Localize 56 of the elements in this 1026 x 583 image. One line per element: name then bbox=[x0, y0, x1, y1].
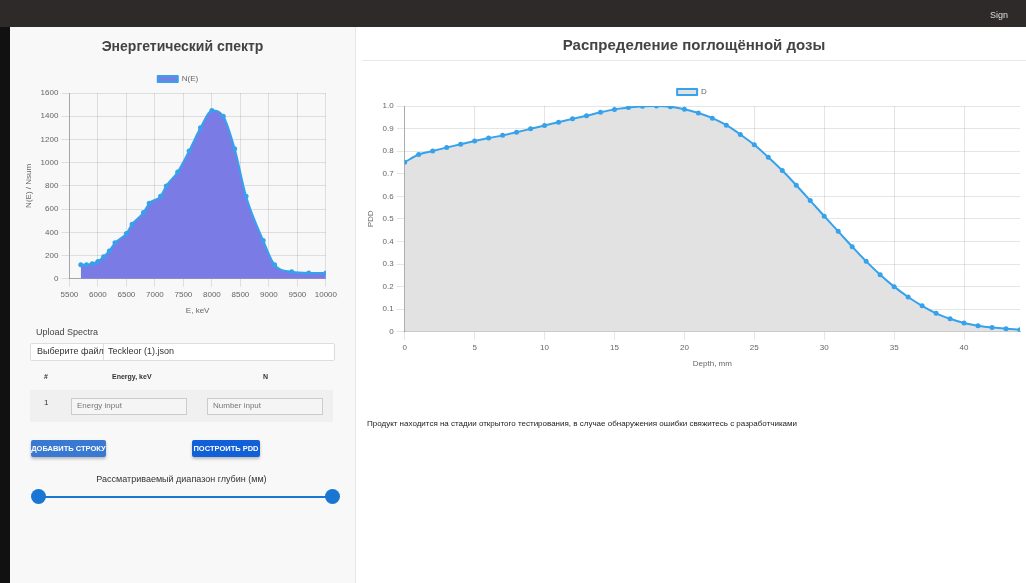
text: Number input bbox=[213, 401, 262, 410]
x-tick-label: 7500 bbox=[174, 289, 193, 299]
legend-label: D bbox=[701, 87, 708, 97]
legend-label: N(E) bbox=[181, 74, 199, 84]
y-tick-label: 200 bbox=[45, 250, 59, 260]
text: Energy input bbox=[77, 401, 122, 410]
y-tick-label: 0.6 bbox=[382, 191, 395, 201]
y-tick-label: 0.4 bbox=[382, 236, 395, 246]
text: Upload Spectra bbox=[36, 327, 99, 337]
x-tick-label: 0 bbox=[402, 342, 408, 352]
y-axis-title: N(E) / Nsum bbox=[24, 163, 33, 208]
x-tick-label: 35 bbox=[889, 342, 900, 352]
y-tick-label: 600 bbox=[45, 204, 59, 214]
x-tick-label: 9500 bbox=[288, 289, 307, 299]
x-tick-label: 10 bbox=[540, 342, 550, 352]
x-tick-label: 25 bbox=[749, 342, 760, 352]
y-tick-label: 1600 bbox=[40, 88, 59, 98]
chart-title: Энергетический спектр bbox=[100, 38, 265, 54]
y-tick-label: 1400 bbox=[40, 111, 59, 121]
text: Sign bbox=[990, 10, 1009, 20]
x-tick-label: 15 bbox=[610, 342, 620, 352]
text: Рассматриваемый диапазон глубин (мм) bbox=[96, 474, 267, 484]
y-tick-label: 0.8 bbox=[382, 146, 395, 156]
x-tick-label: 8500 bbox=[231, 289, 250, 299]
y-tick-label: 0.2 bbox=[382, 281, 395, 291]
y-tick-label: 400 bbox=[45, 227, 59, 237]
x-tick-label: 5 bbox=[472, 342, 478, 352]
y-tick-label: 0.1 bbox=[382, 304, 395, 314]
text: Выберите файл bbox=[37, 346, 104, 356]
y-tick-label: 0.9 bbox=[382, 123, 395, 133]
y-tick-label: 1000 bbox=[40, 157, 59, 167]
y-tick-label: 0.5 bbox=[382, 214, 395, 224]
x-tick-label: 40 bbox=[959, 342, 970, 352]
y-tick-label: 0 bbox=[389, 327, 395, 336]
chart-title: Распределение поглощённой дозы bbox=[561, 36, 827, 53]
x-tick-label: 10000 bbox=[314, 289, 338, 299]
y-tick-label: 0.3 bbox=[382, 259, 395, 269]
text: 1 bbox=[44, 398, 49, 407]
x-axis-title: Depth, mm bbox=[692, 359, 733, 369]
y-tick-label: 1200 bbox=[40, 134, 59, 144]
x-tick-label: 20 bbox=[679, 342, 690, 352]
y-tick-label: 0 bbox=[53, 274, 59, 283]
x-tick-label: 7000 bbox=[145, 289, 165, 299]
y-tick-label: 0.7 bbox=[382, 168, 395, 178]
text: Teckleor (1).json bbox=[108, 346, 175, 356]
x-tick-label: 8000 bbox=[202, 289, 222, 299]
y-axis-title: PDD bbox=[366, 210, 375, 228]
text: Продукт находится на стадии открытого тестирования, в случае обнаружения ошибки свяжитесь с разработчиками bbox=[367, 419, 797, 428]
x-tick-label: 30 bbox=[819, 342, 830, 352]
x-tick-label: 5500 bbox=[60, 289, 79, 299]
x-tick-label: 6000 bbox=[89, 289, 108, 299]
x-tick-label: 6500 bbox=[117, 289, 136, 299]
x-tick-label: 9000 bbox=[259, 289, 279, 299]
y-tick-label: 1.0 bbox=[382, 101, 395, 111]
x-axis-title: E, keV bbox=[185, 306, 211, 316]
y-tick-label: 800 bbox=[45, 181, 59, 191]
